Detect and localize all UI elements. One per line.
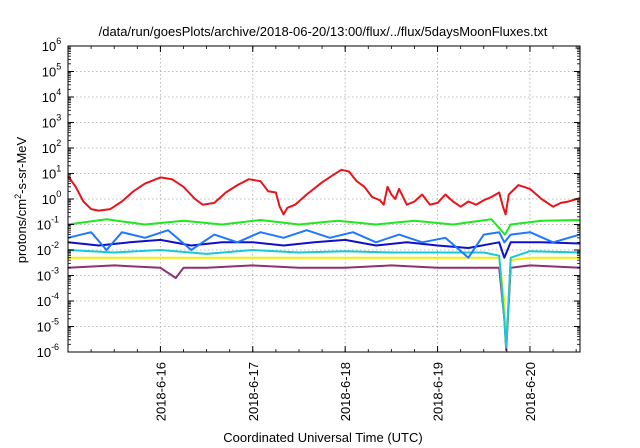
chart-title: /data/run/goesPlots/archive/2018-06-20/1… [99,24,548,39]
y-tick-label: 10-3 [37,266,59,284]
series-line [67,218,581,236]
y-tick-label: 10-5 [37,317,59,335]
x-tick-label: 2018-6-18 [338,362,353,421]
series-layer [67,168,581,351]
axes: 10-6 10-5 10-4 10-3 10-2 10-1 100 101 102 103 104 1… [37,36,581,421]
x-tick-label: 2018-6-20 [523,362,538,421]
y-tick-label: 10-1 [37,215,59,233]
x-tick-label: 2018-6-17 [246,362,261,421]
y-tick-label: 105 [42,62,61,80]
x-tick-label: 2018-6-19 [431,362,446,421]
y-tick-label: 10-6 [37,342,59,360]
y-axis-label-unit: protons/cm [14,199,29,263]
y-tick-label: 106 [42,36,61,54]
x-tick-label: 2018-6-16 [153,362,168,421]
y-axis-label-rest: -s-sr-MeV [14,136,29,193]
y-tick-label: 104 [42,87,61,105]
y-tick-label: 100 [42,189,61,207]
series-line [67,249,581,349]
series-line [67,168,581,216]
series-line [67,238,581,259]
plot-frame [67,45,581,353]
y-tick-label: 102 [42,138,61,156]
y-axis-label-exponent: 2 [13,194,23,199]
y-tick-label: 10-4 [37,291,59,309]
y-tick-label: 103 [42,113,61,131]
y-tick-label: 10-2 [37,240,59,258]
series-line [67,229,581,259]
x-axis-label: Coordinated Universal Time (UTC) [223,430,422,445]
y-axis-label: protons/cm2-s-sr-MeV [13,136,29,263]
y-tick-label: 101 [42,164,61,182]
